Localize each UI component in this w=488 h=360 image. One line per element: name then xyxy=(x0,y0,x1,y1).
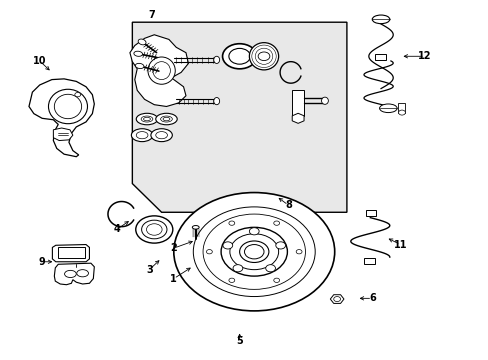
Ellipse shape xyxy=(333,297,340,302)
Ellipse shape xyxy=(258,52,269,60)
Polygon shape xyxy=(292,113,304,123)
Text: 4: 4 xyxy=(113,225,120,234)
Polygon shape xyxy=(130,35,188,107)
Ellipse shape xyxy=(193,207,315,297)
Ellipse shape xyxy=(265,265,275,272)
Ellipse shape xyxy=(136,216,172,243)
Text: 9: 9 xyxy=(39,257,45,267)
Text: 12: 12 xyxy=(417,51,431,61)
Ellipse shape xyxy=(134,51,142,56)
Polygon shape xyxy=(54,263,94,285)
Ellipse shape xyxy=(135,63,143,68)
Ellipse shape xyxy=(321,97,328,104)
Ellipse shape xyxy=(244,244,264,259)
Text: 7: 7 xyxy=(148,10,155,20)
Ellipse shape xyxy=(48,89,87,124)
Text: 6: 6 xyxy=(368,293,375,303)
Text: 10: 10 xyxy=(33,56,46,66)
Ellipse shape xyxy=(223,242,232,249)
Ellipse shape xyxy=(203,214,305,289)
Ellipse shape xyxy=(64,270,76,278)
Ellipse shape xyxy=(206,249,212,254)
Ellipse shape xyxy=(228,278,234,283)
Ellipse shape xyxy=(228,221,234,225)
Polygon shape xyxy=(53,128,73,140)
Ellipse shape xyxy=(273,278,279,283)
Ellipse shape xyxy=(273,221,279,225)
Ellipse shape xyxy=(229,234,278,270)
Ellipse shape xyxy=(275,242,285,249)
Bar xyxy=(366,211,375,216)
Ellipse shape xyxy=(136,113,158,125)
Ellipse shape xyxy=(222,44,256,69)
Ellipse shape xyxy=(398,110,405,115)
Ellipse shape xyxy=(379,104,396,113)
Ellipse shape xyxy=(249,228,259,235)
Ellipse shape xyxy=(148,57,175,84)
Ellipse shape xyxy=(296,249,302,254)
Ellipse shape xyxy=(146,224,162,235)
Ellipse shape xyxy=(77,270,88,277)
Ellipse shape xyxy=(75,93,81,97)
Bar xyxy=(374,54,385,60)
Polygon shape xyxy=(132,22,346,212)
Ellipse shape xyxy=(153,62,170,80)
Text: 3: 3 xyxy=(146,265,152,275)
Ellipse shape xyxy=(213,56,219,63)
Ellipse shape xyxy=(213,98,219,105)
Ellipse shape xyxy=(54,94,81,119)
Polygon shape xyxy=(52,244,89,262)
Ellipse shape xyxy=(173,193,334,311)
Ellipse shape xyxy=(131,129,153,141)
Text: 8: 8 xyxy=(285,200,291,210)
Text: 2: 2 xyxy=(170,243,177,253)
Ellipse shape xyxy=(151,129,172,141)
Ellipse shape xyxy=(192,226,199,229)
Bar xyxy=(58,247,85,258)
Ellipse shape xyxy=(142,220,166,239)
Ellipse shape xyxy=(239,241,268,262)
Bar xyxy=(292,90,304,116)
Polygon shape xyxy=(330,295,343,303)
Ellipse shape xyxy=(233,265,243,272)
Polygon shape xyxy=(29,79,94,157)
Ellipse shape xyxy=(228,48,250,64)
Text: 1: 1 xyxy=(170,274,177,284)
Bar xyxy=(363,258,374,264)
Ellipse shape xyxy=(371,15,389,24)
Text: 5: 5 xyxy=(236,336,243,346)
Ellipse shape xyxy=(249,42,278,70)
Text: 11: 11 xyxy=(393,239,407,249)
Ellipse shape xyxy=(138,39,146,45)
Ellipse shape xyxy=(156,113,177,125)
Ellipse shape xyxy=(221,227,287,276)
Bar xyxy=(397,103,405,113)
